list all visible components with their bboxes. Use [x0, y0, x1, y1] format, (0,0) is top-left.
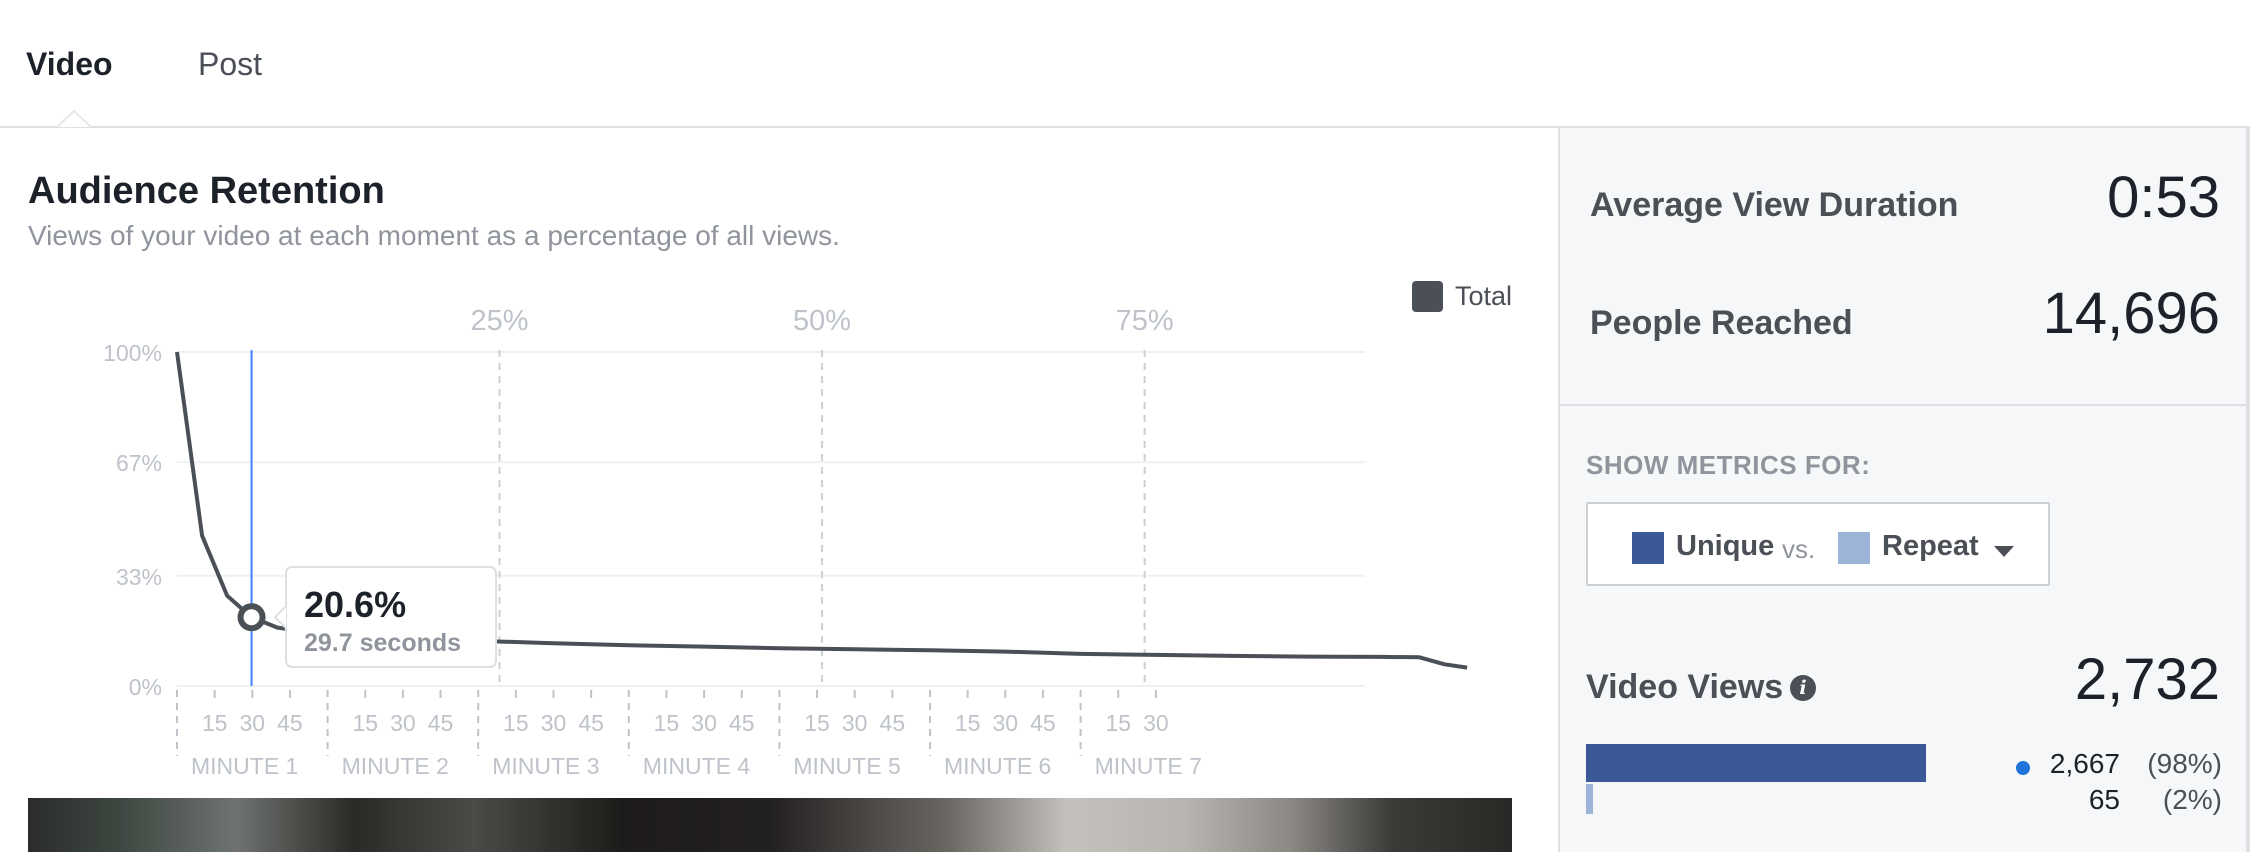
unique-views-count: 2,667: [2049, 748, 2120, 779]
minute-label: MINUTE 6: [944, 753, 1051, 779]
sidebar-edge: [2246, 128, 2250, 852]
chart-legend: Total: [1412, 281, 1512, 312]
metrics-filter-dropdown[interactable]: Unique vs. Repeat: [1586, 502, 2050, 586]
top-tab-bar: Video Post: [0, 0, 2250, 128]
minute-label: MINUTE 2: [342, 753, 449, 779]
second-tick-label: 15: [804, 710, 830, 736]
repeat-label: Repeat: [1882, 530, 1979, 562]
people-reached-value: 14,696: [2042, 281, 2220, 346]
legend-label-total: Total: [1455, 281, 1513, 311]
minute-label: MINUTE 1: [191, 753, 298, 779]
unique-dot-icon: [2016, 761, 2030, 775]
video-views-value: 2,732: [2074, 647, 2220, 712]
y-tick-label: 100%: [103, 340, 162, 366]
metrics-sidebar: Average View Duration 0:53 People Reache…: [1558, 128, 2248, 852]
quartile-label: 25%: [471, 305, 529, 337]
tab-video[interactable]: Video: [26, 46, 113, 82]
second-tick-label: 30: [541, 710, 567, 736]
y-tick-label: 67%: [116, 450, 162, 476]
tab-post[interactable]: Post: [198, 46, 263, 82]
retention-line: [175, 351, 1468, 670]
second-tick-label: 45: [578, 710, 604, 736]
second-tick-label: 45: [1030, 710, 1056, 736]
info-icon[interactable]: i: [1790, 675, 1816, 701]
minute-label: MINUTE 4: [643, 753, 751, 779]
minute-label: MINUTE 3: [492, 753, 599, 779]
vs-label: vs.: [1782, 534, 1816, 564]
minute-label: MINUTE 5: [793, 753, 900, 779]
quartile-label: 50%: [793, 305, 851, 337]
people-reached-label: People Reached: [1590, 304, 1853, 342]
retention-panel: Audience Retention Views of your video a…: [0, 128, 1558, 852]
video-preview-thumbnail[interactable]: [28, 798, 1512, 852]
show-metrics-label: SHOW METRICS FOR:: [1586, 450, 1871, 480]
repeat-views-bar: [1586, 784, 1593, 814]
sidebar-divider: [1560, 404, 2248, 406]
video-views-label: Video Views: [1586, 668, 1784, 706]
retention-chart[interactable]: 100% 67% 33% 0% 25% 50% 75% 15 30 45 MINUTE 1 15 30 4…: [0, 128, 1558, 798]
tooltip-time: 29.7 seconds: [304, 629, 461, 657]
tooltip-pointer-mask: [287, 604, 291, 631]
retention-subtitle: Views of your video at each moment as a …: [28, 220, 840, 251]
repeat-views-percent: (2%): [2162, 784, 2222, 815]
quartile-label: 75%: [1116, 305, 1174, 337]
repeat-swatch: [1838, 532, 1870, 564]
second-tick-label: 45: [428, 710, 454, 736]
second-tick-label: 30: [390, 710, 416, 736]
second-tick-label: 15: [1105, 710, 1131, 736]
second-tick-label: 15: [654, 710, 680, 736]
unique-views-percent: (98%): [2147, 748, 2222, 779]
unique-label: Unique: [1676, 530, 1775, 562]
second-tick-label: 30: [842, 710, 868, 736]
second-tick-label: 15: [955, 710, 981, 736]
repeat-views-count: 65: [2088, 784, 2120, 815]
legend-swatch-total: [1412, 281, 1443, 312]
second-tick-label: 30: [240, 710, 266, 736]
second-tick-label: 45: [729, 710, 755, 736]
second-tick-label: 30: [691, 710, 717, 736]
avg-view-duration-value: 0:53: [2107, 165, 2220, 230]
unique-swatch: [1632, 532, 1664, 564]
minute-label: MINUTE 7: [1095, 753, 1202, 779]
second-tick-label: 15: [503, 710, 529, 736]
hover-point: [237, 603, 266, 632]
second-tick-label: 15: [352, 710, 378, 736]
second-tick-label: 15: [202, 710, 228, 736]
active-tab-caret: [56, 110, 92, 127]
y-tick-label: 33%: [116, 564, 162, 590]
chevron-down-icon: [1994, 546, 2014, 557]
y-tick-label: 0%: [129, 674, 162, 700]
second-tick-label: 30: [993, 710, 1019, 736]
second-tick-label: 45: [277, 710, 303, 736]
retention-title: Audience Retention: [28, 170, 385, 212]
tooltip-value: 20.6%: [304, 584, 406, 625]
second-tick-label: 30: [1143, 710, 1169, 736]
second-tick-label: 45: [880, 710, 906, 736]
unique-views-bar: [1586, 744, 1926, 782]
avg-view-duration-label: Average View Duration: [1590, 186, 1959, 224]
